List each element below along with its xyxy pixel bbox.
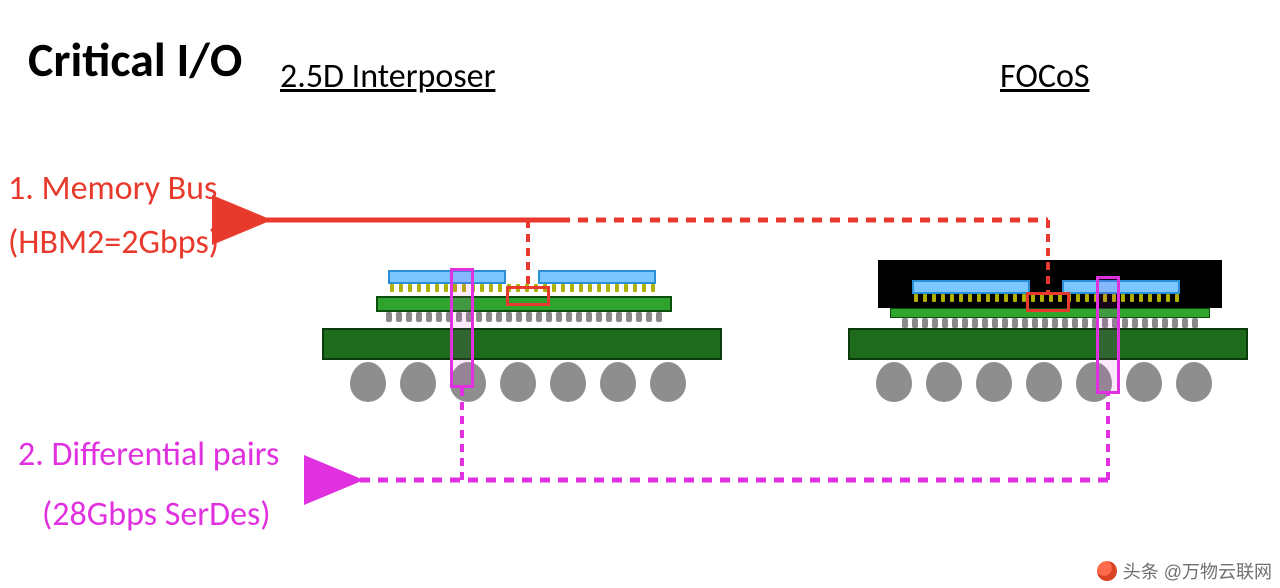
solder-ball — [550, 362, 586, 402]
substrate — [848, 328, 1248, 360]
diff-pairs-line2: (28Gbps SerDes) — [42, 494, 271, 535]
die — [912, 280, 1030, 294]
solder-ball — [1026, 362, 1062, 402]
die — [1062, 280, 1180, 294]
memory-bus-line1: 1. Memory Bus — [8, 168, 217, 209]
die — [538, 270, 656, 284]
solder-balls — [350, 362, 686, 402]
solder-ball — [650, 362, 686, 402]
footer-watermark: 头条 @万物云联网 — [1097, 558, 1272, 584]
heading-interposer: 2.5D Interposer — [280, 56, 495, 97]
package-focos — [848, 250, 1248, 420]
highlight-memorybus — [506, 286, 550, 306]
c4-bumps — [902, 318, 1198, 328]
package-interposer — [322, 250, 722, 420]
page-title: Critical I/O — [28, 30, 242, 89]
heading-focos: FOCoS — [1000, 56, 1090, 97]
footer-text: 头条 @万物云联网 — [1123, 558, 1272, 584]
solder-ball — [600, 362, 636, 402]
c4-bumps — [386, 312, 662, 322]
solder-ball — [400, 362, 436, 402]
solder-ball — [350, 362, 386, 402]
solder-ball — [976, 362, 1012, 402]
footer-logo-icon — [1097, 561, 1117, 581]
solder-ball — [1126, 362, 1162, 402]
solder-balls — [876, 362, 1212, 402]
highlight-memorybus — [1026, 292, 1070, 312]
die — [388, 270, 506, 284]
solder-ball — [876, 362, 912, 402]
memory-bus-line2: (HBM2=2Gbps) — [8, 222, 219, 263]
substrate — [322, 328, 722, 360]
solder-ball — [926, 362, 962, 402]
solder-ball — [500, 362, 536, 402]
highlight-diffpair — [1096, 276, 1120, 394]
diff-pairs-line1: 2. Differential pairs — [18, 434, 279, 475]
highlight-diffpair — [450, 268, 474, 388]
solder-ball — [1176, 362, 1212, 402]
